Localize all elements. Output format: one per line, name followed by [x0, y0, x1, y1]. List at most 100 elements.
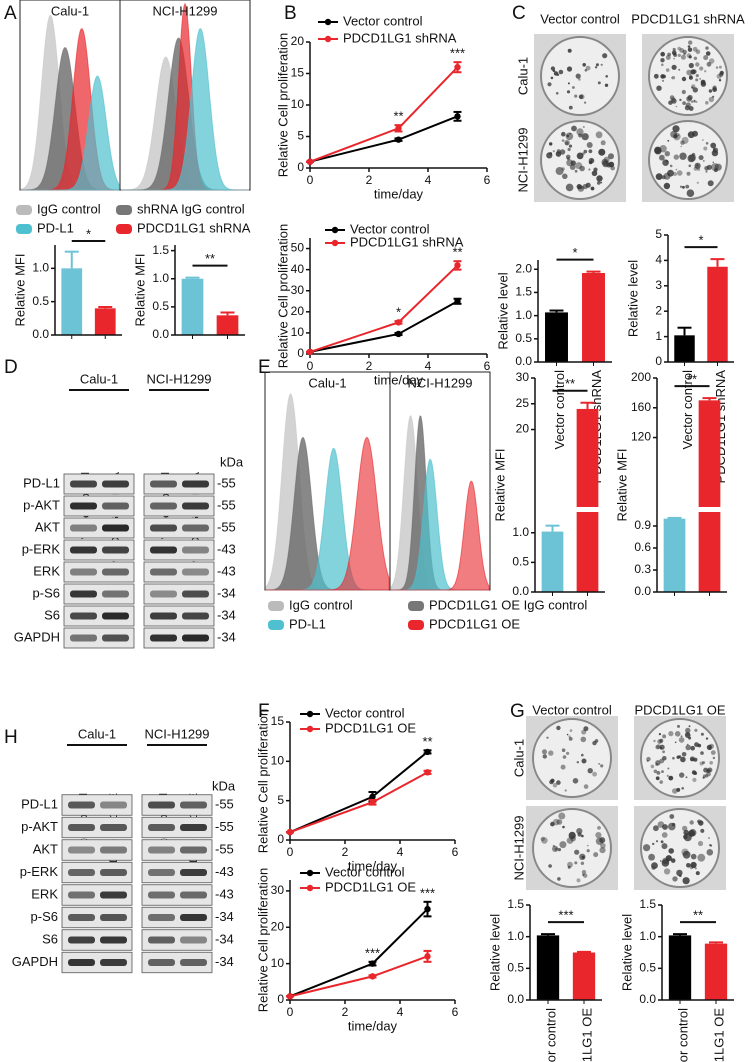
blot-band: [180, 801, 207, 809]
colony: [678, 737, 685, 743]
x-tick-label: PDCD1LG1 OE: [711, 1008, 726, 1062]
y-tick-label: 0.0: [639, 992, 656, 1006]
blot-band: [182, 590, 209, 598]
colony: [671, 98, 677, 104]
colony: [671, 50, 677, 55]
x-tick-label: Vector control: [680, 370, 695, 450]
colony: [674, 731, 681, 737]
blot-band: [150, 546, 177, 554]
colony: [697, 853, 706, 862]
colony: [660, 860, 662, 862]
blot-title: NCI-H1299: [144, 726, 209, 741]
blot-strip: [143, 561, 215, 583]
colony: [574, 94, 578, 98]
legend-label: PDCD1LG1 OE IgG control: [429, 597, 587, 612]
colony: [663, 182, 671, 190]
series-line: [289, 955, 428, 998]
blot-band: [100, 801, 127, 809]
colony: [690, 100, 694, 103]
colony: [682, 850, 691, 859]
y-axis-label: Relative level: [487, 914, 502, 991]
colony: [567, 865, 571, 869]
colony: [558, 812, 566, 820]
blot-band: [148, 914, 175, 921]
colony: [702, 160, 705, 162]
colony: [654, 147, 662, 155]
colony: [562, 825, 565, 829]
x-tick-label: 4: [397, 1005, 404, 1019]
colony: [652, 842, 655, 846]
y-tick-label: 0: [655, 354, 662, 368]
colony: [596, 181, 601, 185]
colony: [692, 69, 697, 74]
colony: [684, 105, 690, 111]
colony: [695, 49, 701, 55]
size-label: -43: [215, 886, 234, 901]
colony: [718, 79, 722, 82]
blot-band: [68, 936, 95, 944]
y-tick-label: 0.5: [507, 961, 524, 975]
colony: [688, 62, 694, 69]
significance-label: **: [452, 245, 462, 260]
colony: [689, 865, 694, 870]
column-label: PDCD1LG1 shRNA: [631, 11, 745, 26]
colony: [681, 787, 684, 790]
colony: [665, 55, 671, 60]
colony: [540, 836, 545, 842]
colony: [680, 140, 685, 145]
colony: [583, 784, 589, 789]
colony: [675, 168, 678, 171]
colony: [570, 835, 576, 842]
blot-band: [68, 801, 95, 809]
series-line: [309, 115, 458, 163]
colony: [557, 877, 561, 881]
y-tick-label: 0: [297, 346, 304, 360]
legend-marker: [306, 869, 314, 877]
protein-label: GAPDH: [12, 954, 58, 969]
y-tick-label: 0.5: [639, 961, 656, 975]
blot-title: NCI-H1299: [146, 371, 211, 386]
colony: [553, 71, 559, 76]
colony: [546, 152, 553, 159]
colony: [705, 101, 709, 105]
colony: [682, 49, 687, 55]
blot-band: [68, 914, 95, 921]
kda-label: kDa: [212, 778, 236, 793]
colony: [579, 94, 585, 100]
colony: [681, 848, 689, 856]
histogram-title: NCI-H1299: [152, 3, 217, 18]
y-tick-label: 0.0: [507, 992, 524, 1006]
colony: [659, 758, 665, 764]
y-axis-label: Relative MFI: [492, 449, 507, 522]
colony: [655, 173, 663, 181]
colony: [693, 56, 698, 60]
colony: [715, 66, 719, 69]
x-tick-label: Vector control: [543, 1008, 558, 1062]
legend-swatch: [408, 620, 424, 630]
blot-strip: [143, 583, 215, 605]
colony: [653, 739, 656, 743]
colony: [667, 139, 670, 142]
protein-label: ERK: [33, 563, 60, 578]
colony: [710, 750, 716, 755]
colony: [677, 724, 680, 728]
colony: [600, 181, 603, 184]
blot-band: [100, 914, 127, 921]
blot-band: [100, 824, 127, 831]
colony: [703, 146, 708, 151]
histogram-curve: [391, 480, 490, 591]
y-tick-label: 30: [291, 283, 305, 297]
blot-band: [148, 869, 175, 876]
x-tick-label: Vector control: [675, 1008, 690, 1062]
colony: [692, 46, 698, 52]
colony: [581, 855, 585, 859]
blot-band: [148, 891, 175, 899]
y-tick-label: 1.0: [507, 929, 524, 943]
colony: [702, 761, 705, 765]
blot-strip: [143, 539, 215, 561]
bar: [668, 935, 692, 1000]
colony: [714, 163, 722, 171]
legend-label: PDCD1LG1 OE: [429, 616, 520, 631]
y-tick-label: 0.5: [32, 294, 49, 308]
